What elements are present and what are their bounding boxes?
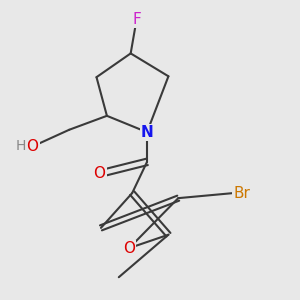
Text: Br: Br: [233, 186, 250, 201]
Text: F: F: [132, 12, 141, 27]
Text: O: O: [123, 241, 135, 256]
Text: O: O: [27, 139, 39, 154]
Text: O: O: [94, 166, 106, 181]
Text: H: H: [16, 139, 26, 152]
Text: N: N: [141, 125, 153, 140]
